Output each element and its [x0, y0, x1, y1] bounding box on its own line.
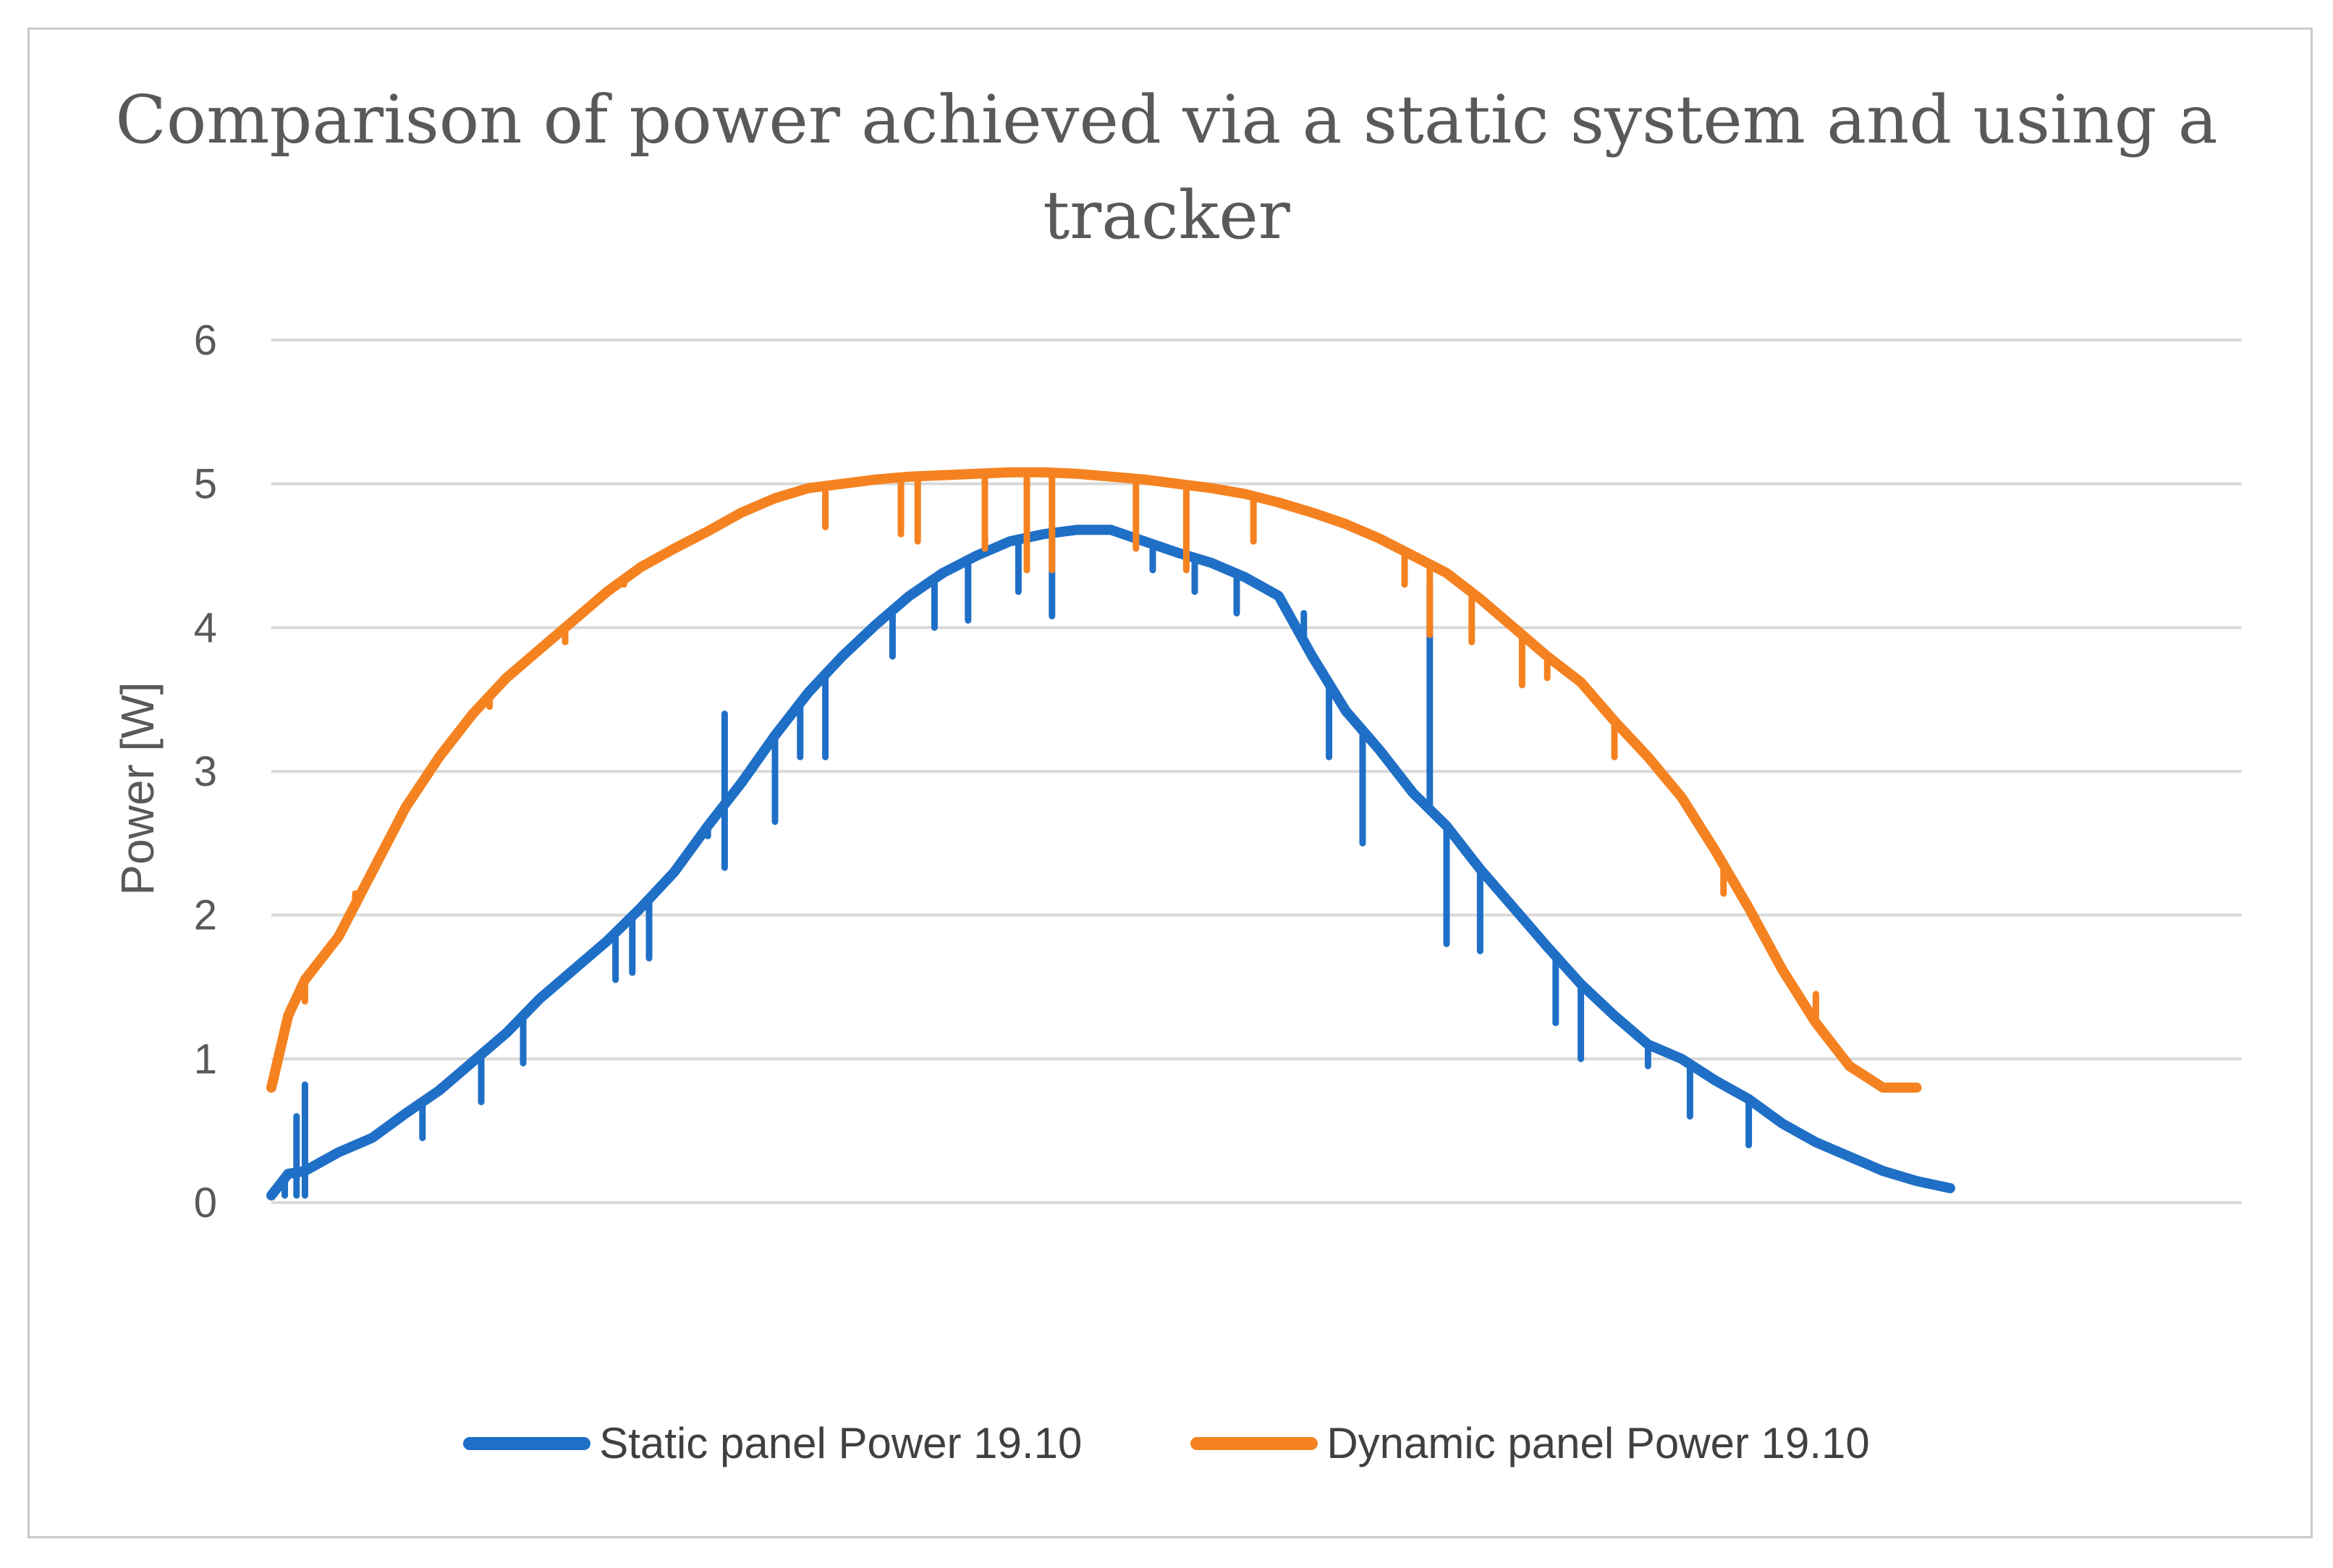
y-tick-label: 0: [194, 1179, 217, 1226]
y-tick-label: 6: [194, 317, 217, 364]
y-tick-label: 3: [194, 748, 217, 795]
y-tick-label: 1: [194, 1035, 217, 1082]
y-tick-label: 2: [194, 892, 217, 939]
grid-lines: [271, 339, 2242, 1204]
series-layer: [266, 467, 1955, 1201]
chart-frame: [27, 27, 2313, 1538]
legend-item-static[interactable]: Static panel Power 19.10: [463, 1418, 1082, 1468]
series-line: [266, 467, 1922, 1093]
y-tick-label: 5: [194, 461, 217, 508]
legend-swatch-dynamic: [1190, 1436, 1318, 1450]
legend-swatch-static: [463, 1436, 591, 1450]
legend-item-dynamic[interactable]: Dynamic panel Power 19.10: [1190, 1418, 1870, 1468]
chart-title: Comparison of power achieved via a stati…: [115, 81, 2218, 254]
series-line: [266, 525, 1955, 1201]
legend-label-dynamic: Dynamic panel Power 19.10: [1326, 1419, 1870, 1467]
y-axis-title: Power [W]: [111, 682, 164, 895]
legend-label-static: Static panel Power 19.10: [599, 1419, 1083, 1467]
y-tick-label: 4: [194, 604, 217, 651]
series-static: [266, 525, 1955, 1201]
y-axis-ticks: 0 1 2 3 4 5 6: [194, 317, 217, 1226]
legend: Static panel Power 19.10 Dynamic panel P…: [0, 1418, 2333, 1468]
series-dynamic: [266, 467, 1922, 1093]
